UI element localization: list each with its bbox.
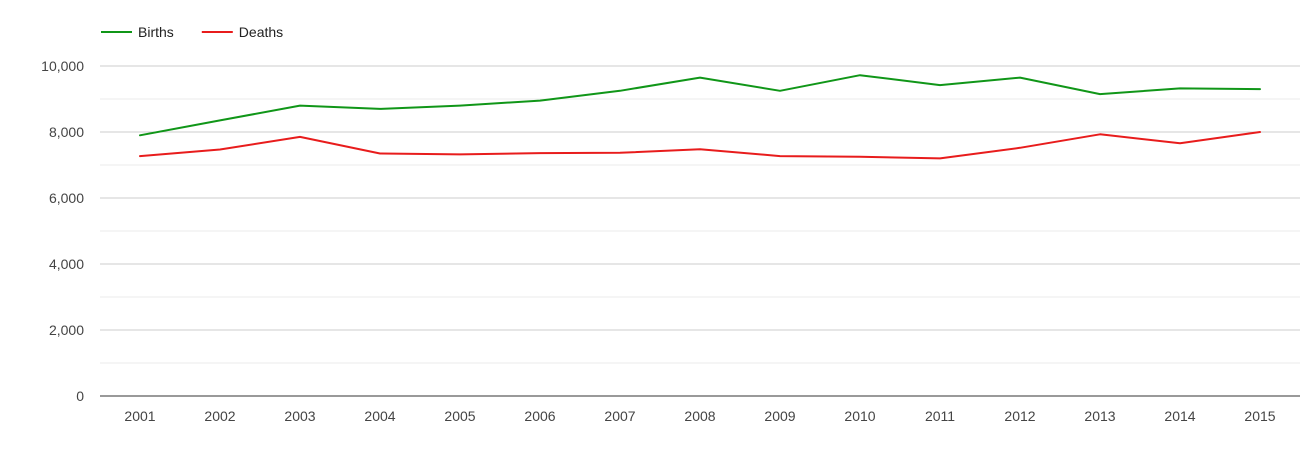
x-tick-label: 2010: [844, 408, 875, 424]
x-tick-label: 2013: [1084, 408, 1115, 424]
y-tick-label: 10,000: [41, 58, 84, 74]
x-tick-label: 2003: [284, 408, 315, 424]
x-tick-label: 2007: [604, 408, 635, 424]
x-tick-label: 2004: [364, 408, 395, 424]
x-tick-label: 2015: [1244, 408, 1275, 424]
y-tick-label: 0: [76, 388, 84, 404]
x-tick-label: 2012: [1004, 408, 1035, 424]
x-tick-label: 2008: [684, 408, 715, 424]
x-tick-label: 2014: [1164, 408, 1195, 424]
legend-label: Births: [138, 24, 174, 40]
legend-item-births: Births: [101, 24, 174, 40]
y-tick-label: 6,000: [49, 190, 84, 206]
legend-label: Deaths: [239, 24, 283, 40]
series-line-births: [139, 74, 1261, 137]
grid-layer: [100, 65, 1300, 364]
x-tick-label: 2006: [524, 408, 555, 424]
x-tick-label: 2005: [444, 408, 475, 424]
series-layer: [139, 74, 1261, 160]
y-tick-label: 2,000: [49, 322, 84, 338]
axis-layer: 0 2,000 4,000 6,000 8,000 10,000 2001 2002 2003 2…: [41, 58, 1300, 424]
x-tick-label: 2009: [764, 408, 795, 424]
legend-item-deaths: Deaths: [201, 24, 283, 40]
series-line-deaths: [139, 131, 1261, 160]
x-tick-label: 2002: [204, 408, 235, 424]
y-tick-label: 8,000: [49, 124, 84, 140]
x-tick-label: 2001: [124, 408, 155, 424]
legend: Births Deaths: [101, 24, 283, 40]
x-tick-label: 2011: [925, 408, 955, 424]
y-tick-label: 4,000: [49, 256, 84, 272]
